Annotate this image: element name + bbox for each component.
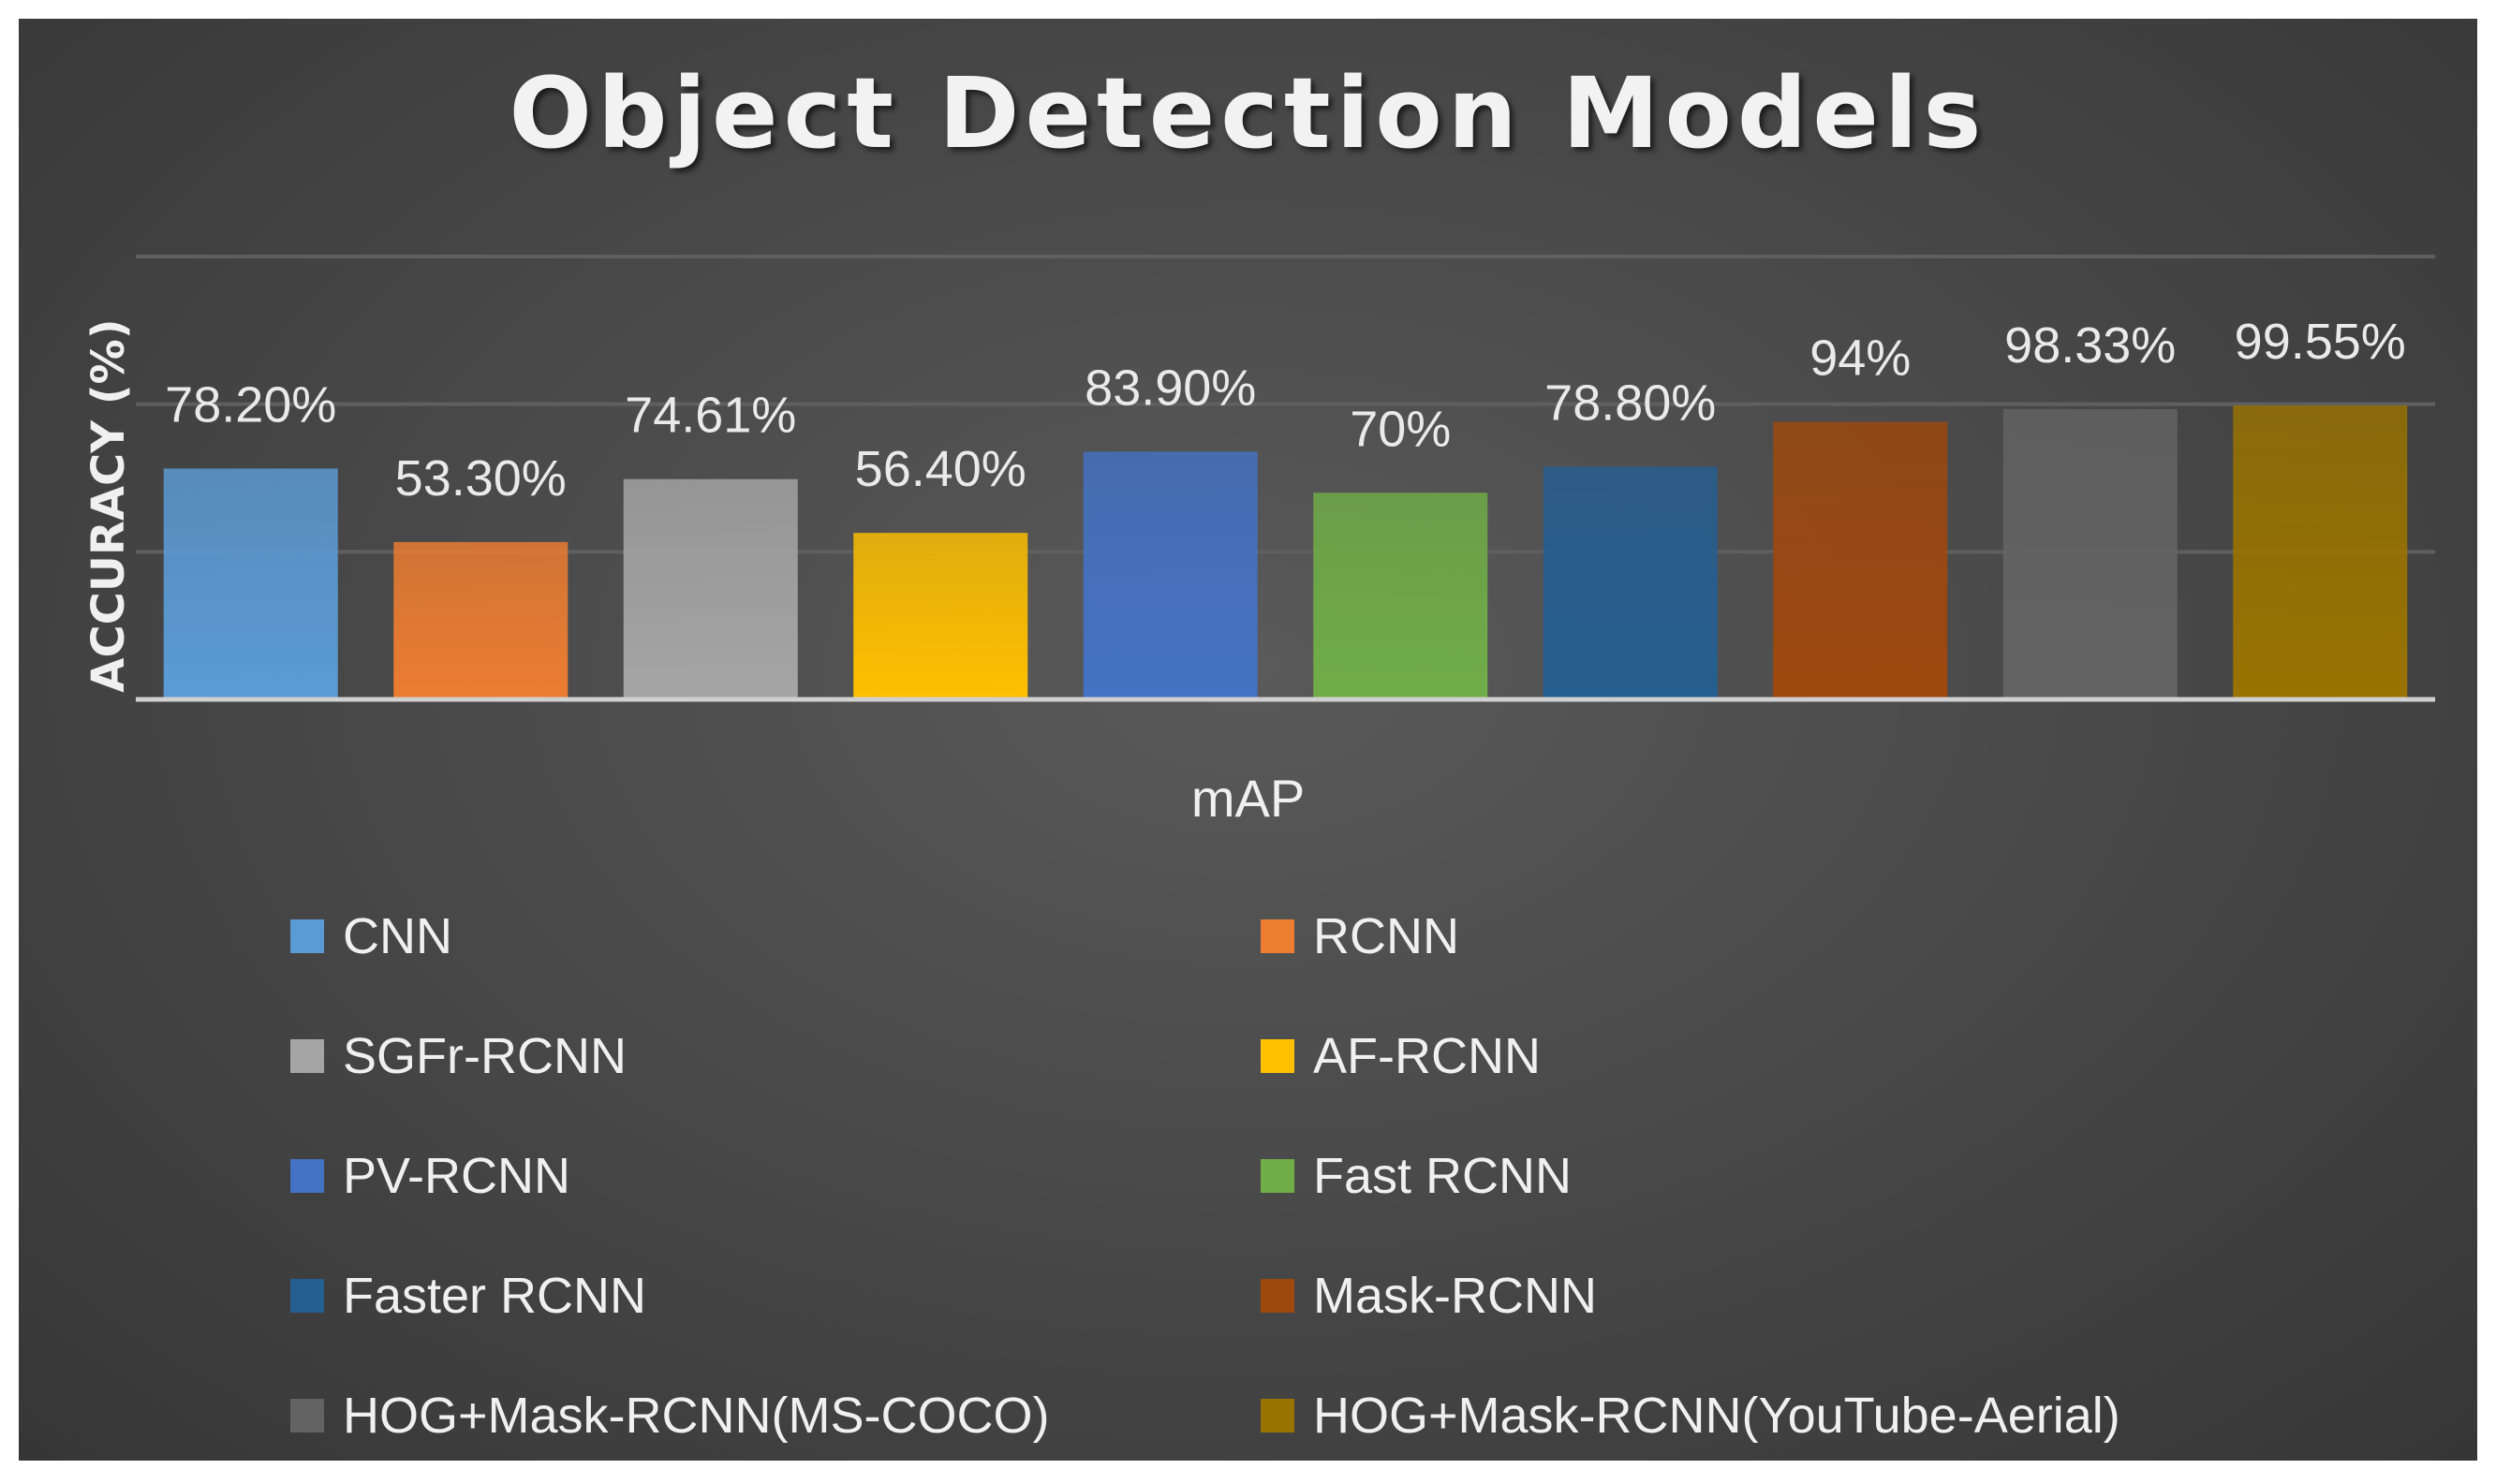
legend-label: Fast RCNN <box>1313 1148 1573 1204</box>
legend-item: HOG+Mask-RCNN(MS-COCO) <box>290 1383 1261 1448</box>
data-label: 94% <box>1809 331 1911 387</box>
legend-swatch <box>290 1399 324 1433</box>
legend-label: Faster RCNN <box>343 1268 647 1324</box>
x-axis-title: mAP <box>1190 769 1306 828</box>
bar-mask-rcnn <box>1773 421 1948 699</box>
data-label: 56.40% <box>855 441 1026 497</box>
legend-label: RCNN <box>1313 908 1459 964</box>
legend-swatch <box>1261 1279 1294 1313</box>
legend-swatch <box>1261 919 1294 953</box>
data-label: 53.30% <box>395 450 567 507</box>
legend-label: HOG+Mask-RCNN(YouTube-Aerial) <box>1313 1388 2120 1444</box>
bar-sgfr-rcnn <box>623 478 798 699</box>
bar-pv-rcnn <box>1083 451 1258 699</box>
legend-swatch <box>290 1279 324 1313</box>
bar-af-rcnn <box>853 533 1028 699</box>
legend-item: Mask-RCNN <box>1261 1263 2291 1329</box>
legend-swatch <box>1261 1039 1294 1073</box>
legend-item: SGFr-RCNN <box>290 1023 1261 1089</box>
legend-item: AF-RCNN <box>1261 1023 2291 1089</box>
data-label: 78.80% <box>1544 375 1716 432</box>
bar-rcnn <box>393 541 569 699</box>
legend-item: HOG+Mask-RCNN(YouTube-Aerial) <box>1261 1383 2291 1448</box>
legend-swatch <box>1261 1399 1294 1433</box>
legend-label: Mask-RCNN <box>1313 1268 1597 1324</box>
legend-item: Faster RCNN <box>290 1263 1261 1329</box>
legend-swatch <box>290 919 324 953</box>
bar-fast-rcnn <box>1313 492 1488 699</box>
bar-faster-rcnn <box>1543 466 1718 699</box>
chart-title: Object Detection Models <box>509 56 1987 170</box>
legend-swatch <box>290 1159 324 1193</box>
legend-swatch <box>1261 1159 1294 1193</box>
legend-label: PV-RCNN <box>343 1148 571 1204</box>
plot-area: 78.20% 53.30% 74.61% 56.40% 83.90% 70% 78.80% 9… <box>136 255 2435 702</box>
y-axis-title: ACCURACY (%) <box>82 318 135 693</box>
data-label: 74.61% <box>625 388 796 444</box>
bar-hog-mask-rcnn-ms-coco <box>2002 408 2178 699</box>
data-label: 70% <box>1350 401 1451 457</box>
bar-cnn <box>163 468 338 699</box>
data-label: 78.20% <box>165 376 336 433</box>
legend-label: SGFr-RCNN <box>343 1028 627 1084</box>
legend-item: RCNN <box>1261 904 2291 969</box>
data-label: 98.33% <box>2004 317 2176 374</box>
data-label: 99.55% <box>2235 314 2406 370</box>
legend-item: Fast RCNN <box>1261 1143 2291 1209</box>
legend-label: CNN <box>343 908 452 964</box>
legend: CNN RCNN SGFr-RCNN AF-RCNN PV-RCNN Fast RCNN F… <box>290 904 2351 1448</box>
legend-label: AF-RCNN <box>1313 1028 1541 1084</box>
bar-hog-mask-rcnn-youtube-aerial <box>2233 405 2408 699</box>
legend-item: PV-RCNN <box>290 1143 1261 1209</box>
chart-panel: Object Detection Models 78.20% 53.30% 74.6… <box>19 19 2477 1461</box>
legend-item: CNN <box>290 904 1261 969</box>
data-label: 83.90% <box>1085 360 1256 416</box>
legend-swatch <box>290 1039 324 1073</box>
legend-label: HOG+Mask-RCNN(MS-COCO) <box>343 1388 1050 1444</box>
